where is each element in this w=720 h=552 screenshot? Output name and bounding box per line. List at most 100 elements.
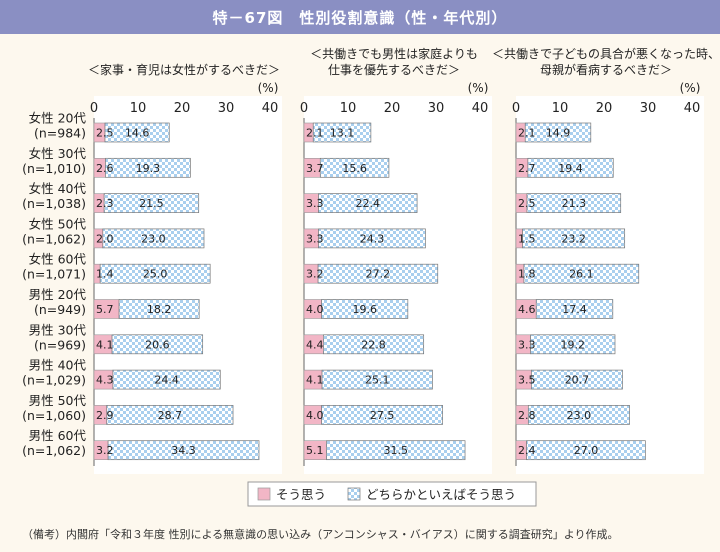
category-n-label: (n=1,038) xyxy=(22,196,86,211)
data-label-dochiraka: 13.1 xyxy=(330,127,355,140)
data-label-dochiraka: 22.4 xyxy=(356,197,381,210)
x-tick-label: 10 xyxy=(130,101,147,116)
category-label: 女性 20代 xyxy=(29,111,87,126)
legend-label-dochiraka: どちらかといえばそう思う xyxy=(366,487,516,502)
figure-title: 性別役割意識（性・年代別） xyxy=(299,8,508,27)
data-label-soo-omou: 2.5 xyxy=(96,127,114,140)
data-label-soo-omou: 2.8 xyxy=(518,409,536,422)
data-label-soo-omou: 4.1 xyxy=(306,374,324,387)
data-label-soo-omou: 4.1 xyxy=(96,338,114,351)
data-label-soo-omou: 4.0 xyxy=(306,303,324,316)
bar-dochiraka xyxy=(111,334,204,355)
data-label-soo-omou: 3.2 xyxy=(306,268,324,281)
data-label-dochiraka: 21.3 xyxy=(562,197,587,210)
data-label-soo-omou: 5.7 xyxy=(96,303,114,316)
panel-1: ＜家事・育児は女性がするべきだ＞ (%) 0 10 20 30 40 2.5 14.6 2.6 19… xyxy=(88,62,282,474)
data-label-dochiraka: 21.5 xyxy=(139,197,164,210)
category-label: 男性 20代 xyxy=(29,287,87,302)
bar-dochiraka xyxy=(312,122,372,143)
bar-dochiraka xyxy=(524,122,592,143)
bar-dochiraka xyxy=(99,263,211,284)
data-label-dochiraka: 19.3 xyxy=(136,162,161,175)
bar-dochiraka xyxy=(527,157,614,178)
data-label-dochiraka: 14.9 xyxy=(546,127,571,140)
category-label: 女性 50代 xyxy=(29,216,87,231)
bar-dochiraka xyxy=(321,369,433,390)
figure-title-bar: 特－67図 性別役割意識（性・年代別） xyxy=(0,0,720,34)
category-n-label: (n=984) xyxy=(34,126,86,141)
bar-dochiraka xyxy=(118,299,200,319)
bar-dochiraka xyxy=(321,405,443,425)
x-tick-label: 20 xyxy=(174,101,191,116)
bar-dochiraka xyxy=(535,299,614,319)
data-label-soo-omou: 5.1 xyxy=(306,444,324,457)
data-label-soo-omou: 1.5 xyxy=(518,232,536,245)
data-label-soo-omou: 1.8 xyxy=(518,268,536,281)
x-tick-label: 0 xyxy=(512,101,520,116)
data-label-soo-omou: 3.3 xyxy=(306,197,324,210)
x-tick-label: 0 xyxy=(300,101,308,116)
data-label-dochiraka: 23.2 xyxy=(561,232,586,245)
category-n-label: (n=969) xyxy=(34,337,86,352)
legend-label-soo-omou: そう思う xyxy=(276,487,326,502)
bar-dochiraka xyxy=(522,228,626,249)
bar-dochiraka xyxy=(103,193,200,213)
data-label-soo-omou: 2.9 xyxy=(96,409,114,422)
data-label-dochiraka: 25.0 xyxy=(143,268,168,281)
data-label-soo-omou: 3.5 xyxy=(518,374,536,387)
bar-dochiraka xyxy=(104,122,170,143)
data-label-dochiraka: 15.6 xyxy=(342,162,367,175)
unit-label: (%) xyxy=(468,81,489,95)
bar-dochiraka xyxy=(527,405,630,425)
bar-dochiraka xyxy=(523,263,640,284)
data-label-soo-omou: 4.0 xyxy=(306,409,324,422)
x-tick-label: 0 xyxy=(90,101,98,116)
data-label-dochiraka: 14.6 xyxy=(125,127,150,140)
data-label-dochiraka: 19.4 xyxy=(558,162,583,175)
bar-dochiraka xyxy=(318,193,418,213)
category-n-label: (n=1,062) xyxy=(22,231,86,246)
legend-swatch-dochiraka xyxy=(347,487,361,501)
data-label-dochiraka: 23.0 xyxy=(567,409,592,422)
category-label: 男性 30代 xyxy=(29,322,87,337)
data-label-soo-omou: 4.4 xyxy=(306,338,324,351)
panel-title: ＜家事・育児は女性がするべきだ＞ xyxy=(88,62,280,77)
source-note: （備考）内閣府「令和３年度 性別による無意識の思い込み（アンコンシャス・バイアス… xyxy=(22,528,619,541)
x-tick-label: 40 xyxy=(262,101,279,116)
data-label-dochiraka: 27.0 xyxy=(574,444,599,457)
panel-title: ＜共働きで子どもの具合が悪くなった時、 xyxy=(492,46,720,61)
data-label-dochiraka: 26.1 xyxy=(569,268,594,281)
data-label-dochiraka: 19.2 xyxy=(561,338,586,351)
data-label-soo-omou: 4.6 xyxy=(518,303,536,316)
bar-dochiraka xyxy=(105,157,191,178)
data-label-dochiraka: 18.2 xyxy=(147,303,172,316)
figure-number: 特－67図 xyxy=(212,8,284,27)
data-label-soo-omou: 4.3 xyxy=(96,374,114,387)
bar-dochiraka xyxy=(112,369,221,390)
panel-title: 母親が看病するべきだ＞ xyxy=(540,62,672,77)
category-n-label: (n=1,029) xyxy=(22,373,86,388)
x-tick-label: 10 xyxy=(340,101,357,116)
bar-dochiraka xyxy=(526,440,646,461)
bar-dochiraka xyxy=(321,299,409,319)
x-tick-label: 40 xyxy=(684,101,701,116)
data-label-soo-omou: 3.7 xyxy=(306,162,324,175)
data-label-soo-omou: 2.4 xyxy=(518,444,536,457)
data-label-dochiraka: 34.3 xyxy=(171,444,196,457)
data-label-soo-omou: 3.3 xyxy=(306,232,324,245)
bar-dochiraka xyxy=(318,228,426,249)
data-label-dochiraka: 20.6 xyxy=(145,338,170,351)
data-label-dochiraka: 25.1 xyxy=(365,374,390,387)
data-label-soo-omou: 1.4 xyxy=(96,268,114,281)
bar-dochiraka xyxy=(530,334,616,355)
data-label-dochiraka: 20.7 xyxy=(565,374,590,387)
panel-3: ＜共働きで子どもの具合が悪くなった時、母親が看病するべきだ＞ (%) 0 10 20 30… xyxy=(492,46,720,474)
data-label-dochiraka: 31.5 xyxy=(383,444,408,457)
category-label: 男性 60代 xyxy=(29,428,87,443)
data-label-dochiraka: 27.2 xyxy=(366,268,391,281)
category-n-label: (n=1,071) xyxy=(22,267,86,282)
category-label: 女性 60代 xyxy=(29,252,87,267)
legend: そう思う どちらかといえばそう思う xyxy=(247,481,537,507)
